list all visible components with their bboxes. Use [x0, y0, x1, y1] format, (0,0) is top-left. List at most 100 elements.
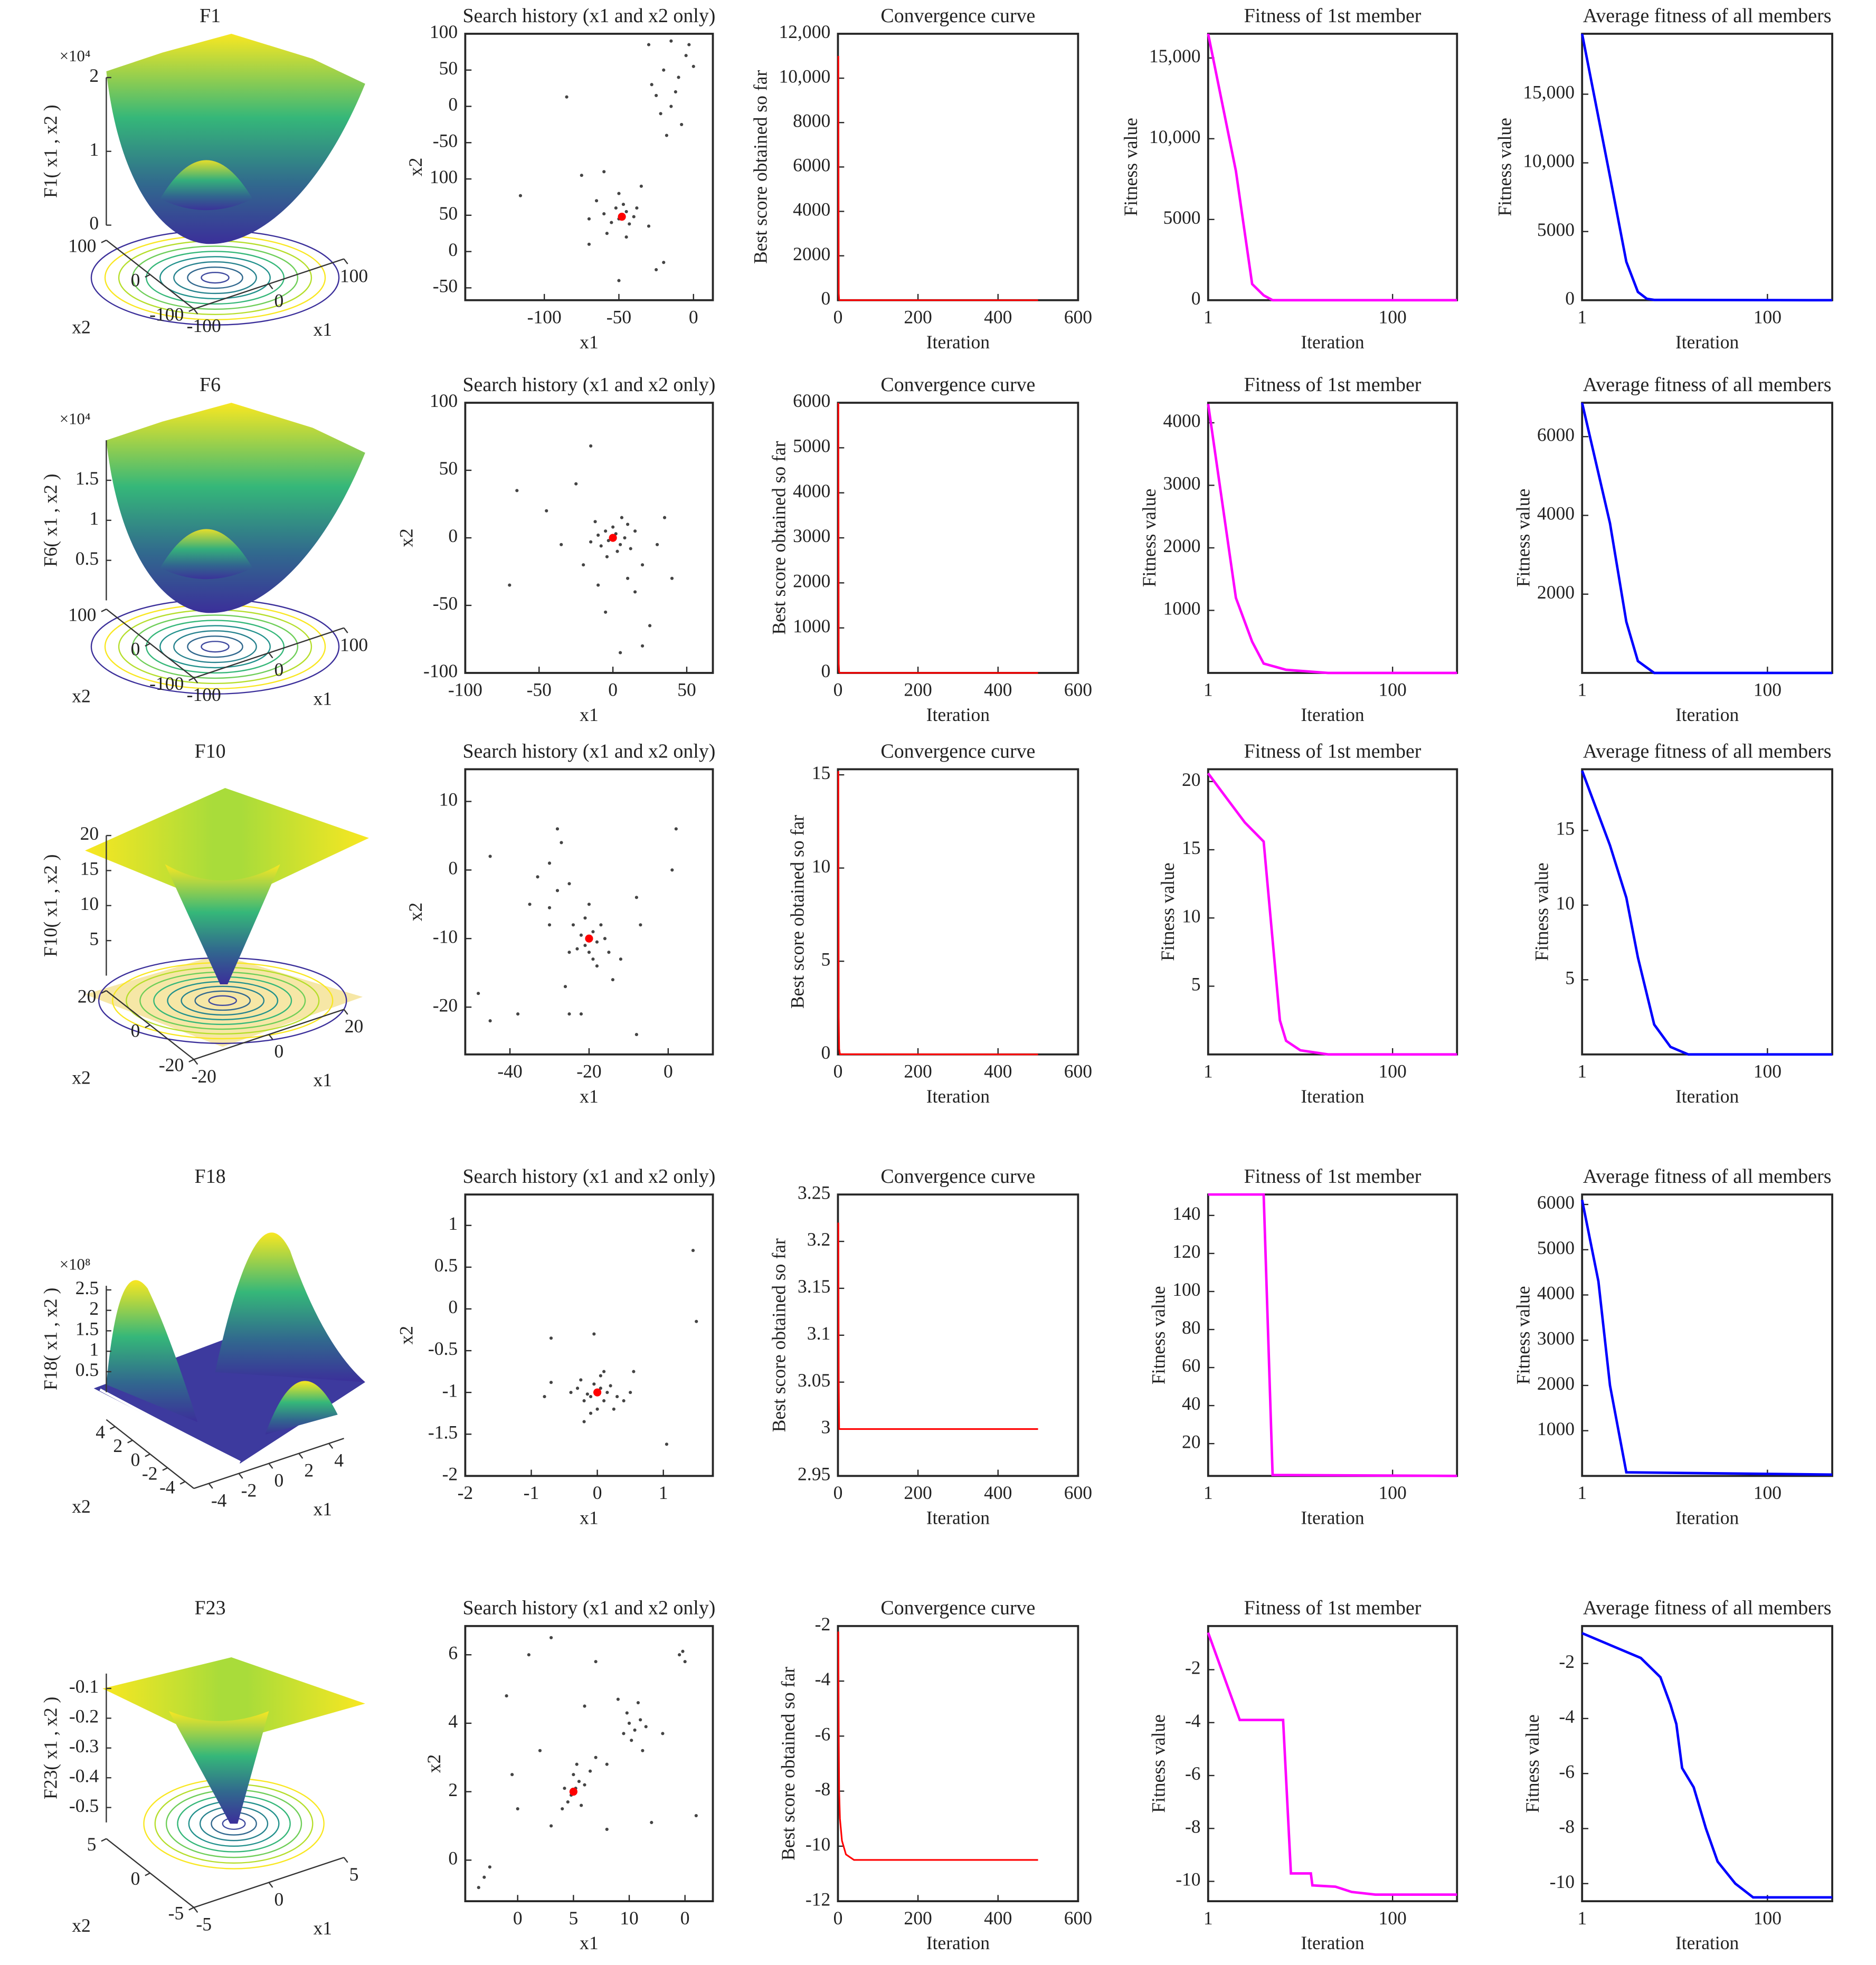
x-label: Iteration — [1675, 704, 1739, 725]
y-tick-label: 60 — [1182, 1355, 1201, 1376]
y-tick-label: -2 — [1185, 1657, 1201, 1678]
curve — [1207, 404, 1457, 675]
floor-edge — [99, 1388, 241, 1464]
x1-tick — [268, 652, 273, 659]
search-point — [670, 868, 674, 872]
y-label: Best score obtained so far — [750, 70, 771, 264]
z-tick-label: 1 — [89, 1339, 99, 1360]
y-tick-label: 6000 — [1537, 424, 1575, 445]
plot-box — [837, 768, 1079, 1056]
y-tick-label: 3.25 — [798, 1182, 830, 1203]
best-point — [609, 534, 617, 542]
x-label: Iteration — [926, 1932, 990, 1953]
y-tick-label: -12 — [806, 1888, 830, 1910]
x-label: x1 — [580, 704, 599, 725]
search-point — [691, 64, 695, 68]
search-point — [599, 923, 603, 927]
search-point — [583, 944, 587, 947]
y-tick-label: 3000 — [1537, 1327, 1575, 1349]
x1-tick-label: 0 — [274, 290, 283, 311]
x1-label: x1 — [314, 1498, 333, 1520]
y-tick-label: -6 — [1185, 1763, 1201, 1784]
x-tick-label: 200 — [904, 1482, 932, 1503]
x-tick-label: 600 — [1064, 1907, 1092, 1929]
x-tick-label: 600 — [1064, 1060, 1092, 1081]
z-tick-label: -0.5 — [69, 1795, 99, 1816]
search-point — [596, 583, 600, 587]
y-tick-label: 0 — [1191, 288, 1201, 309]
search-point — [515, 489, 519, 492]
y-tick-label: 4000 — [793, 480, 830, 501]
z-tick-label: 0.5 — [75, 548, 99, 569]
search-point — [602, 1370, 606, 1373]
search-point — [575, 947, 579, 951]
x2-tick-label: 0 — [131, 270, 140, 291]
z-label: F1( x1 , x2 ) — [40, 105, 61, 198]
y-tick-label: 2000 — [793, 570, 830, 591]
surface-plot: -0.5 -0.4 -0.3 -0.2 -0.1 -5 0 5 -5 0 5 x2 x1 F23( x1 … — [40, 1597, 365, 1939]
contour — [194, 990, 251, 1011]
search-point — [641, 1749, 645, 1752]
z-tick-label: -0.1 — [69, 1676, 99, 1697]
search-point — [587, 217, 591, 221]
search-point — [591, 957, 595, 961]
search-point — [587, 951, 591, 954]
plot-box — [1207, 33, 1458, 301]
x1-tick-label: 2 — [304, 1459, 314, 1480]
y-tick-label: 15 — [812, 762, 831, 783]
y-tick-label: -6 — [815, 1723, 831, 1744]
x2-label: x2 — [72, 316, 91, 337]
plot-box — [1207, 1193, 1458, 1477]
y-tick-label: 4 — [448, 1711, 458, 1732]
title: F1 — [200, 5, 221, 27]
plot-box — [1207, 402, 1458, 674]
y-tick-label: 1000 — [793, 615, 830, 637]
title: Search history (x1 and x2 only) — [462, 1597, 715, 1619]
search-point — [648, 624, 652, 628]
x1-tick — [208, 1483, 213, 1489]
x-tick-label: 600 — [1064, 306, 1092, 327]
search-point — [587, 242, 591, 246]
search-point — [518, 194, 523, 197]
search-point — [635, 206, 639, 210]
y-tick-label: -0.5 — [428, 1338, 458, 1359]
y-tick-label: 2000 — [1163, 535, 1201, 556]
search-point — [647, 224, 651, 228]
x-label: x1 — [580, 331, 599, 353]
x2-tick — [127, 1439, 133, 1444]
y-tick-label: 0 — [448, 1847, 458, 1868]
search-point — [567, 882, 571, 886]
y-tick-label: 8000 — [793, 110, 830, 131]
y-tick-label: 3.1 — [807, 1323, 830, 1344]
best-point — [569, 1788, 577, 1796]
y-tick-label: 15,000 — [1523, 82, 1575, 103]
y-label: x2 — [405, 903, 426, 922]
plot-box — [1581, 1193, 1833, 1477]
y-tick-label: 100 — [430, 166, 458, 187]
y-tick-label: 3.2 — [807, 1229, 830, 1250]
search-point — [563, 1787, 566, 1790]
search-point — [605, 1827, 609, 1831]
search-point — [612, 1407, 615, 1411]
search-point — [681, 1649, 685, 1653]
search-point — [594, 1755, 598, 1759]
x-tick-label: 100 — [1754, 1060, 1782, 1081]
search-point — [677, 75, 680, 79]
x2-tick-label: -100 — [149, 304, 184, 325]
y-label: Fitness value — [1120, 118, 1141, 216]
y-tick-label: 15 — [1182, 837, 1201, 858]
y-tick-label: 0 — [821, 288, 830, 309]
x-tick-label: 0 — [608, 679, 618, 700]
search-point — [549, 1336, 553, 1340]
x-tick-label: -50 — [527, 679, 552, 700]
y-tick-label: 100 — [430, 21, 458, 42]
x1-tick-label: -100 — [187, 315, 221, 336]
search-point — [617, 279, 621, 282]
x-tick-label: 600 — [1064, 679, 1092, 700]
surface — [215, 1232, 365, 1382]
y-label: Fitness value — [1512, 489, 1533, 587]
x1-label: x1 — [314, 1917, 333, 1939]
y-tick-label: -50 — [433, 130, 458, 151]
x2-tick — [188, 308, 194, 312]
